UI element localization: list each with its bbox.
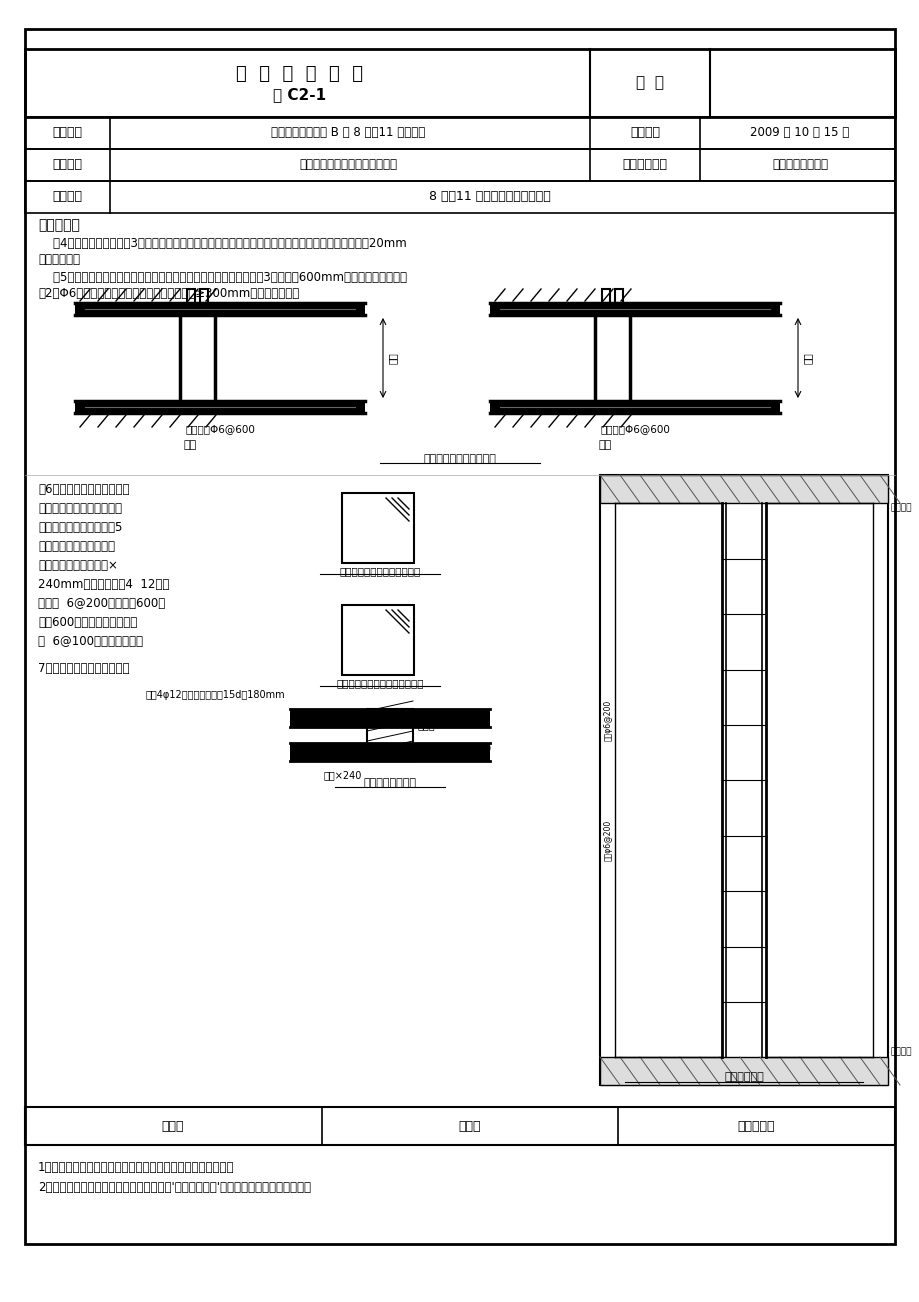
Bar [199,289,208,303]
Bar [342,493,414,562]
Bar [614,289,622,303]
Text: 墙厚: 墙厚 [597,440,611,450]
Text: 工程名称: 工程名称 [52,126,82,139]
Text: 置2根Φ6拉结筋，拉结钢筋通长设置，搭接长度≥300mm。详细见下图：: 置2根Φ6拉结筋，拉结钢筋通长设置，搭接长度≥300mm。详细见下图： [38,286,299,299]
Text: 到  6@100。具体见右图：: 到 6@100。具体见右图： [38,635,142,648]
Text: 墙厚: 墙厚 [388,352,398,363]
Text: 技  术  交  底  记  录: 技 术 交 底 记 录 [236,65,363,83]
Text: 接受交底人: 接受交底人 [736,1120,774,1133]
Text: 拉结筋: 拉结筋 [417,720,436,730]
Bar [187,289,195,303]
Bar [289,710,490,727]
Text: 筋采用  6@200，其上端600、: 筋采用 6@200，其上端600、 [38,598,165,611]
Text: 米时要在其中部设置构造: 米时要在其中部设置构造 [38,540,115,553]
Text: 北京首城国际中心 B 区 8 号、11 号楼工程: 北京首城国际中心 B 区 8 号、11 号楼工程 [270,126,425,139]
Text: 箍筋φ6@200: 箍筋φ6@200 [603,699,612,741]
Text: 下端600长度范围内箍筋加密: 下端600长度范围内箍筋加密 [38,616,137,629]
Text: 表 C2-1: 表 C2-1 [273,87,326,103]
Text: 板顶标高: 板顶标高 [890,1048,912,1056]
Text: 墙厚: 墙厚 [802,352,812,363]
Text: 柱。构造柱断面为墙厚×: 柱。构造柱断面为墙厚× [38,559,118,572]
Text: 分项工程名称: 分项工程名称 [622,159,667,172]
Text: 墙厚: 墙厚 [183,440,197,450]
Text: 构造柱纵筋搭接时箍筋示意图: 构造柱纵筋搭接时箍筋示意图 [339,566,420,575]
Text: 厚防水砂浆。: 厚防水砂浆。 [38,253,80,266]
Text: 板底标高: 板底标高 [890,504,912,513]
Text: 2、当做分项工程施工技术交底时，应填写'分项工程名称'栏，其他技术交底可不填写。: 2、当做分项工程施工技术交底时，应填写'分项工程名称'栏，其他技术交底可不填写。 [38,1181,311,1194]
Bar [599,475,887,503]
Text: 构造柱纵筋无搭接时箍筋示意图: 构造柱纵筋无搭接时箍筋示意图 [335,678,424,687]
Text: 1、本表由施工单位填写，交底单位与接受交底单位各存一份。: 1、本表由施工单位填写，交底单位与接受交底单位各存一份。 [38,1161,234,1174]
Text: 编  号: 编 号 [635,76,664,91]
Text: 交底人: 交底人 [459,1120,481,1133]
Text: （4）砌筑时墙体底端砌3皮与墙体厚度相近的蒸压灰砂砖，砌块用有防水做法的房间时，墙体底端设20mm: （4）砌筑时墙体底端砌3皮与墙体厚度相近的蒸压灰砂砖，砌块用有防水做法的房间时，… [38,237,406,250]
Text: 构造柱剖面图: 构造柱剖面图 [723,1072,763,1082]
Bar [599,1057,887,1085]
Bar [25,1107,894,1144]
Text: 箍筋φ6@200: 箍筋φ6@200 [603,819,612,861]
Text: 2009 年 10 月 15 日: 2009 年 10 月 15 日 [750,126,849,139]
Bar [75,401,365,413]
Text: 7）填充墙上门洞口两侧设置: 7）填充墙上门洞口两侧设置 [38,661,130,674]
Bar [25,148,894,181]
Text: 通长设置Φ6@600: 通长设置Φ6@600 [185,424,255,434]
Bar [25,181,894,214]
Text: 的端部及拐角处均应设置构: 的端部及拐角处均应设置构 [38,503,122,516]
Bar [75,303,365,315]
Text: 填充墙拉结筋的联结做法: 填充墙拉结筋的联结做法 [423,454,496,464]
Bar [289,743,490,760]
Text: 二次结构砌筑工程: 二次结构砌筑工程 [771,159,827,172]
Text: （5）拉结筋的设置：砼墙转角处、与砌块墙交接处均应沿墙高每隔3皮砖（即600mm），在水平灰缝中放: （5）拉结筋的设置：砼墙转角处、与砌块墙交接处均应沿墙高每隔3皮砖（即600mm… [38,271,406,284]
Text: 交底日期: 交底日期 [630,126,659,139]
Bar [367,710,413,760]
Bar [490,401,779,413]
Text: 8 号、11 号楼内墙隔墙砌筑交底: 8 号、11 号楼内墙隔墙砌筑交底 [428,190,550,203]
Text: 造柱；当单片墙长度大于5: 造柱；当单片墙长度大于5 [38,521,122,534]
Bar [490,303,779,315]
Text: 审核人: 审核人 [162,1120,184,1133]
Text: 交底提要: 交底提要 [52,190,82,203]
Text: 通长设置Φ6@600: 通长设置Φ6@600 [599,424,669,434]
Text: 墙厚×240: 墙厚×240 [323,769,361,780]
Bar [25,49,894,117]
Text: 北京城建亚泰建设工程有限公司: 北京城建亚泰建设工程有限公司 [299,159,397,172]
Text: 施工单位: 施工单位 [52,159,82,172]
Text: 240mm，竖向配筋为4  12，箍: 240mm，竖向配筋为4 12，箍 [38,578,169,591]
Text: 箍筋φ6@200/100: 箍筋φ6@200/100 [417,743,492,754]
Bar [342,605,414,674]
Text: 纵筋4φ12，上下插入板内15d即180mm: 纵筋4φ12，上下插入板内15d即180mm [145,690,285,700]
Text: 交底内容：: 交底内容： [38,217,80,232]
Bar [599,475,887,1085]
Bar [25,117,894,148]
Text: 主楼构造柱平面图: 主楼构造柱平面图 [363,779,416,788]
Bar [601,289,609,303]
Text: （6）构造柱的设置：填充墙: （6）构造柱的设置：填充墙 [38,483,130,496]
